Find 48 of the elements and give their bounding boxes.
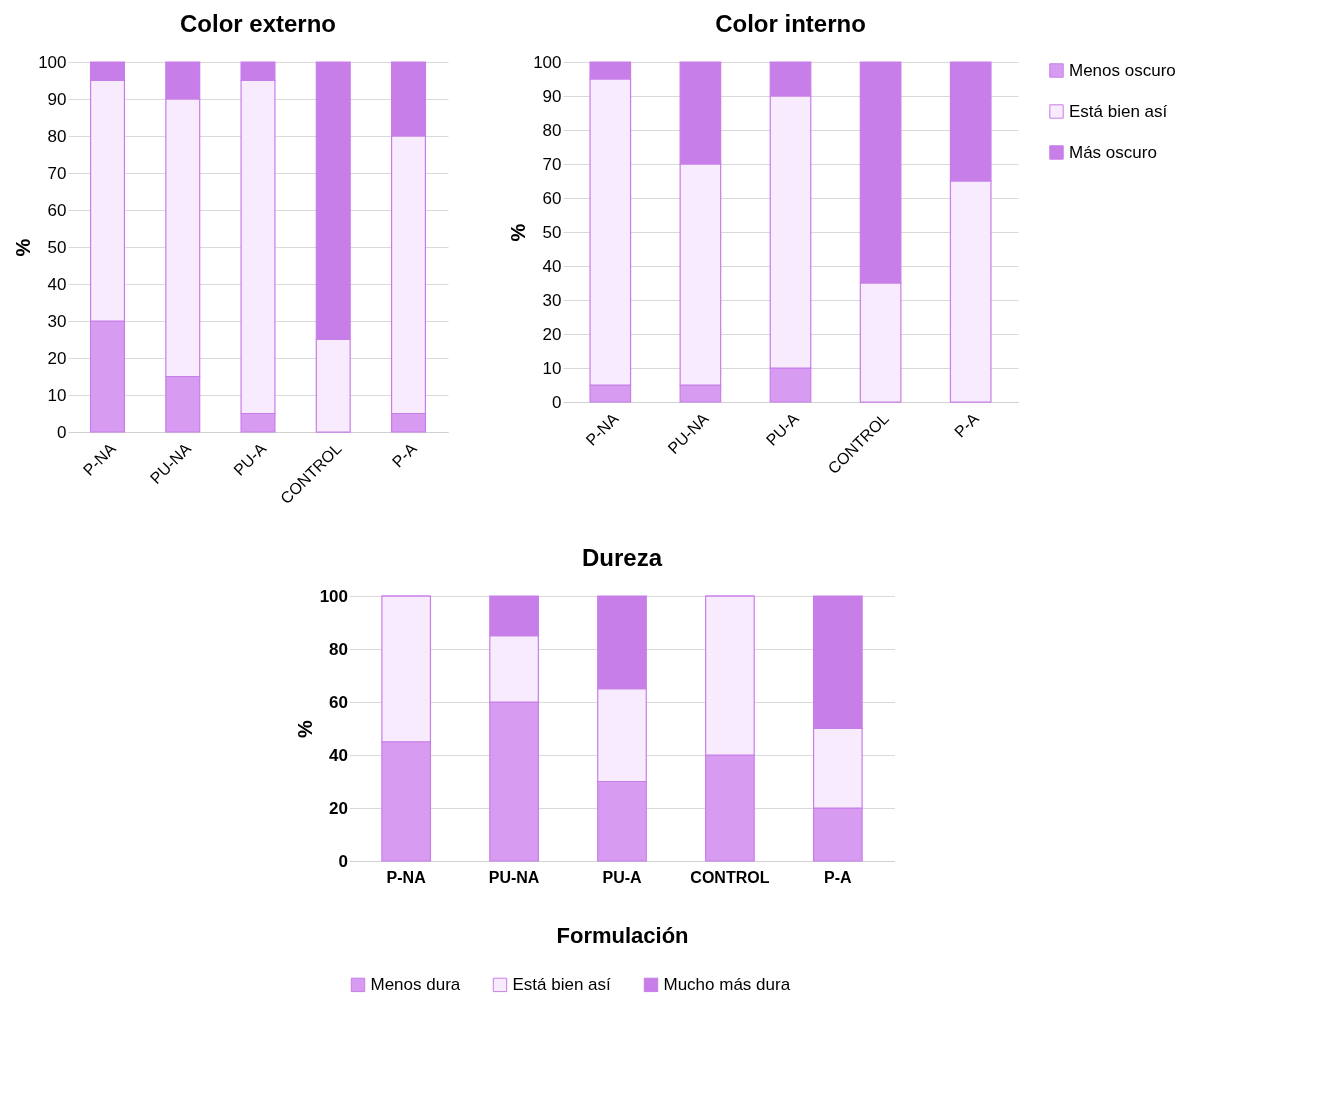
legend-label: Más oscuro: [1069, 142, 1157, 162]
y-tick-label: 50: [47, 237, 67, 257]
y-tick-label: 20: [329, 798, 348, 818]
y-tick-label: 40: [542, 256, 562, 276]
y-tick-label: 0: [338, 851, 348, 871]
y-tick-label: 10: [47, 385, 67, 405]
y-tick-label: 100: [38, 52, 67, 72]
y-tick-label: 100: [533, 52, 562, 72]
y-axis-title: %: [293, 719, 316, 738]
y-tick-label: 50: [542, 222, 562, 242]
y-tick-label: 30: [47, 311, 67, 331]
y-tick-label: 80: [542, 120, 562, 140]
y-tick-label: 90: [47, 89, 67, 109]
y-tick-label: 0: [552, 392, 562, 412]
y-tick-label: 100: [319, 586, 348, 606]
legend-label: Está bien así: [512, 974, 612, 994]
x-tick-label: P-A: [824, 868, 853, 886]
y-tick-label: 60: [47, 200, 67, 220]
y-tick-label: 70: [542, 154, 562, 174]
y-tick-label: 60: [542, 188, 562, 208]
y-axis-title: %: [12, 238, 35, 257]
chart-title: Color externo: [179, 10, 337, 37]
y-tick-label: 90: [542, 86, 562, 106]
y-axis-title: %: [507, 223, 530, 242]
y-tick-label: 10: [542, 358, 562, 378]
y-tick-label: 40: [47, 274, 67, 294]
x-tick-label: P-A: [951, 409, 983, 441]
y-tick-label: 60: [329, 692, 348, 712]
x-tick-label: PU-NA: [488, 868, 540, 886]
x-tick-label: CONTROL: [690, 868, 770, 886]
y-tick-label: 0: [57, 422, 67, 442]
y-tick-label: 80: [47, 126, 67, 146]
legend-label: Menos dura: [370, 974, 461, 994]
chart-title: Color interno: [715, 10, 866, 37]
x-axis-title: Formulación: [556, 922, 689, 948]
x-tick-label: P-NA: [386, 868, 427, 886]
y-tick-label: 80: [329, 639, 348, 659]
y-tick-label: 20: [542, 324, 562, 344]
y-tick-label: 40: [329, 745, 348, 765]
x-tick-label: PU-A: [602, 868, 642, 886]
legend-label: Mucho más dura: [663, 974, 791, 994]
y-tick-label: 70: [47, 163, 67, 183]
y-tick-label: 20: [47, 348, 67, 368]
y-tick-label: 30: [542, 290, 562, 310]
legend-label: Está bien así: [1069, 101, 1168, 121]
legend-label: Menos oscuro: [1069, 60, 1176, 80]
chart-title: Dureza: [581, 544, 663, 571]
x-tick-label: P-A: [388, 439, 421, 471]
